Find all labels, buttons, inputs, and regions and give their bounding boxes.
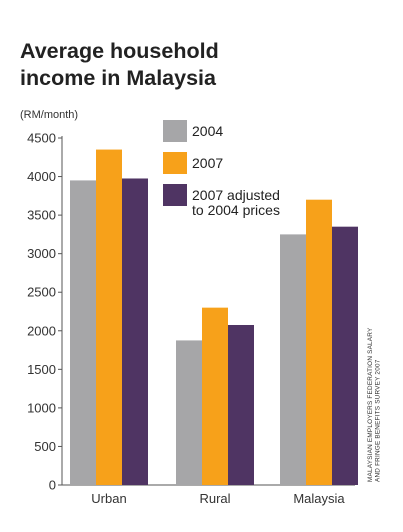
x-category-label: Urban — [91, 491, 126, 506]
y-tick-label: 2000 — [27, 323, 56, 338]
x-axis-labels: Urban Rural Malaysia — [91, 491, 345, 506]
legend-swatch — [163, 152, 187, 174]
y-tick-label: 0 — [49, 478, 56, 493]
legend-swatch — [163, 184, 187, 206]
y-axis: 0 500 1000 1500 2000 2500 3000 3500 4000 4500 — [27, 131, 355, 493]
chart-title-line-1: Average household — [20, 39, 219, 63]
legend-label-line: to 2004 prices — [192, 202, 280, 218]
y-tick-label: 1500 — [27, 362, 56, 377]
bar — [96, 149, 122, 486]
y-tick-label: 4000 — [27, 169, 56, 184]
bar — [280, 234, 306, 485]
legend: 2004 2007 2007 adjusted to 2004 prices — [163, 120, 280, 218]
y-tick-label: 3500 — [27, 208, 56, 223]
x-category-label: Rural — [199, 491, 230, 506]
source-line: MALAYSIAN EMPLOYERS FEDERATION SALARY — [367, 327, 374, 482]
y-tick-label: 500 — [34, 439, 56, 454]
bar — [332, 226, 358, 485]
legend-label: 2007 adjusted to 2004 prices — [192, 187, 280, 218]
legend-label: 2007 — [192, 155, 223, 171]
bar — [70, 180, 96, 485]
y-tick-label: 1000 — [27, 400, 56, 415]
x-category-label: Malaysia — [293, 491, 345, 506]
bar — [176, 340, 202, 485]
chart-title: Average household income in Malaysia — [20, 38, 219, 92]
y-tick-label: 3000 — [27, 246, 56, 261]
bar — [306, 199, 332, 485]
bar — [122, 178, 148, 485]
bar — [228, 324, 254, 485]
bars — [70, 149, 358, 486]
legend-label-line: 2004 — [192, 123, 223, 139]
legend-label: 2004 — [192, 123, 223, 139]
legend-label-line: 2007 adjusted — [192, 187, 280, 203]
y-tick-label: 2500 — [27, 285, 56, 300]
legend-label-line: 2007 — [192, 155, 223, 171]
source-line: AND FRINGE BENEFITS SURVEY 2007 — [375, 359, 382, 482]
y-unit-label: (RM/month) — [20, 109, 78, 121]
source-note: MALAYSIAN EMPLOYERS FEDERATION SALARY AND… — [367, 327, 382, 482]
y-tick-label: 4500 — [27, 131, 56, 146]
bar — [202, 307, 228, 485]
legend-swatch — [163, 120, 187, 142]
chart-title-line-2: income in Malaysia — [20, 66, 216, 90]
